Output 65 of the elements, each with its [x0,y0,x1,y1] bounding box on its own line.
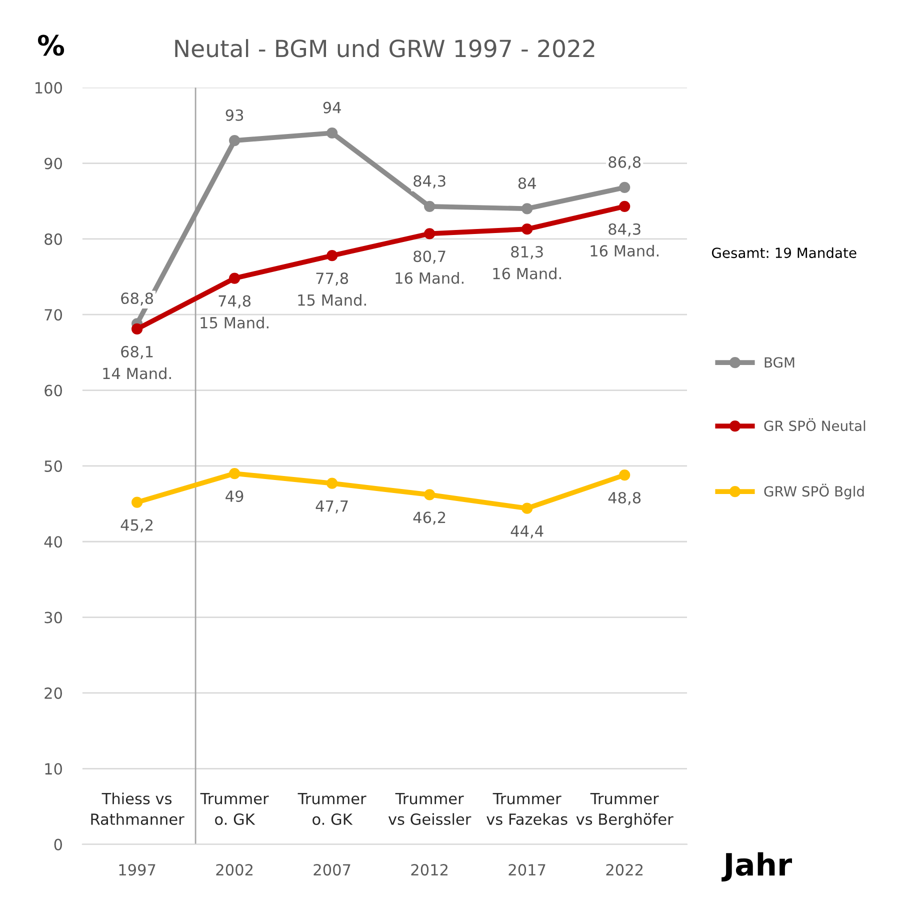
point [619,182,630,194]
point [424,200,436,212]
annotation: Trummer vs Berghöfer [576,793,674,828]
data-label: 46,2 [413,512,446,525]
point [522,224,533,235]
annotation: Trummer o. GK [200,793,269,825]
point [229,135,240,146]
y-tick-label: 20 [44,687,62,699]
data-label: 81,3 16 Mand. [493,246,561,280]
data-label: 77,8 15 Mand. [298,272,366,306]
data-label: 74,8 15 Mand. [200,295,268,329]
x-tick-label: 2007 [314,864,350,876]
legend-label: GRW SPÖ Bgld [764,484,864,500]
x-tick-label: 2002 [216,864,252,876]
data-label: 84,3 [414,175,446,188]
data-label: 44,4 [510,525,544,538]
y-tick-label: 60 [44,384,62,396]
data-label: 49 [226,490,244,502]
annotation: Trummer o. GK [298,793,366,825]
x-axis-title: Jahr [722,852,792,882]
y-tick-label: 90 [44,158,62,170]
annotation: Thiess vs Rathmanner [91,792,184,825]
point [229,272,240,284]
legend-label: GR SPÖ Neutal [764,418,866,432]
chart-title: Neutal - BGM und GRW 1997 - 2022 [175,39,594,58]
point [131,323,143,335]
data-label: 68,1 14 Mand. [103,346,171,380]
data-label: 45,2 [120,519,153,532]
point [424,228,436,240]
y-tick-label: 100 [36,82,62,94]
data-label: 84 [518,177,536,190]
y-tick-label: 40 [44,536,62,548]
annotation: Trummer vs Fazekas [486,793,568,825]
y-tick-label: 10 [45,763,62,775]
x-tick-label: 1997 [119,864,156,876]
y-tick-label: 70 [44,309,62,321]
annotation: Trummer vs Geissler [388,793,472,825]
point [229,468,240,480]
point [522,502,533,514]
y-tick-label: 0 [54,838,62,850]
point [522,203,533,214]
y-tick-label: 50 [44,460,62,472]
point [619,469,630,481]
data-label: 68,8 [121,292,154,306]
data-label: 93 [226,109,244,121]
legend-label: BGM [764,357,794,368]
data-label: 48,8 [608,492,641,506]
data-label: 94 [323,102,341,114]
y-tick-label: 80 [44,233,62,245]
point [326,250,338,262]
data-label: 86,8 [608,156,641,170]
point [326,127,338,139]
point [424,489,436,500]
y-axis-title: % [38,34,64,56]
point [619,200,630,212]
x-tick-label: 2022 [606,864,643,876]
x-tick-label: 2017 [508,864,546,876]
data-label: 84,3 16 Mand. [590,223,658,257]
point [326,478,338,489]
data-label: 80,7 16 Mand. [396,250,464,284]
data-label: 47,7 [316,500,348,514]
point [131,496,143,508]
x-tick-label: 2012 [411,864,448,876]
y-tick-label: 30 [44,612,62,624]
text: Gesamt: 19 Mandate [712,247,856,258]
